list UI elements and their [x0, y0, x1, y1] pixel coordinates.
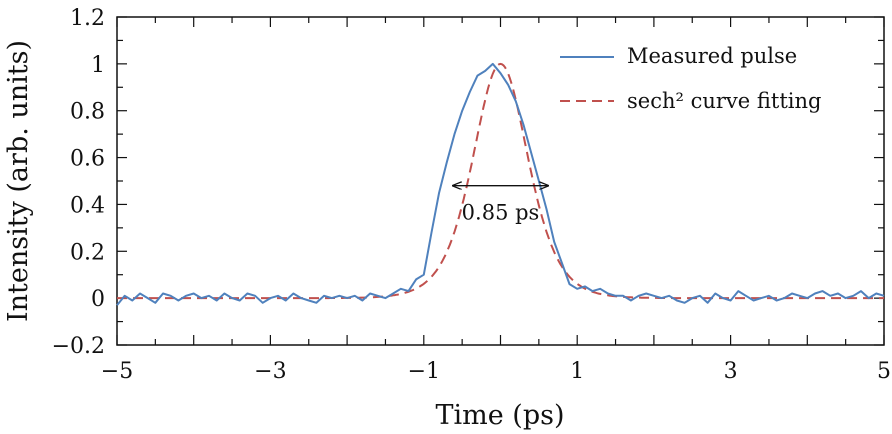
y-tick-label: 1 [91, 53, 105, 78]
series-layer [116, 62, 885, 306]
x-tick-label: 1 [570, 359, 584, 384]
y-tick-label: 0.6 [70, 147, 105, 172]
legend-label-fit: sech² curve fitting [627, 89, 821, 113]
series-measured-line [116, 62, 885, 306]
axis-ticks [116, 16, 885, 346]
x-tick-label: −5 [101, 359, 133, 384]
x-tick-label: 5 [877, 359, 891, 384]
tick-labels: −5 −3 −1 1 3 5 −0.2 0 0.2 0.4 0.6 0.8 1 1.2 [52, 6, 891, 384]
legend-label-measured: Measured pulse [627, 44, 797, 68]
x-tick-label: −1 [408, 359, 440, 384]
x-axis-label: Time (ps) [435, 400, 564, 431]
x-tick-label: 3 [724, 359, 738, 384]
y-tick-label: 1.2 [70, 6, 105, 31]
y-axis-label: Intensity (arb. units) [3, 40, 34, 322]
x-tick-label: −3 [254, 359, 286, 384]
y-tick-label: 0.2 [70, 240, 105, 265]
legend: Measured pulse sech² curve fitting [560, 44, 821, 113]
y-tick-label: 0.4 [70, 193, 105, 218]
fwhm-label: 0.85 ps [462, 201, 540, 225]
y-tick-label: 0.8 [70, 100, 105, 125]
series-fit-line [117, 62, 884, 300]
y-tick-label: 0 [91, 287, 105, 312]
y-tick-label: −0.2 [52, 334, 105, 359]
